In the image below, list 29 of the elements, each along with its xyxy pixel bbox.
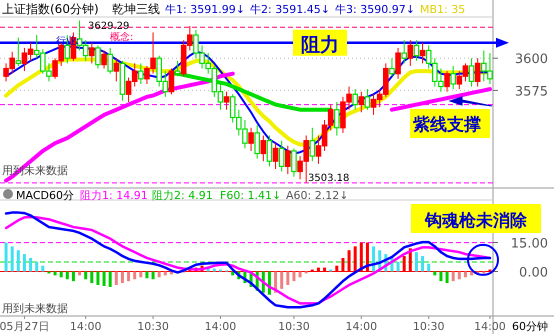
chart-title: MACD60分 — [16, 189, 74, 202]
x-tick-label: 14:00 — [345, 320, 378, 333]
annotation: 3503.18 — [308, 173, 350, 184]
annotation: 钩魂枪未消除 — [424, 211, 528, 231]
ref-line-label: 阻力 — [301, 34, 339, 56]
x-tick-label: 10:30 — [278, 320, 310, 333]
y-tick-label: 3575 — [514, 84, 548, 100]
text: MB1: 35 — [420, 3, 466, 16]
text: 牛2: 3591.45↓ — [250, 3, 330, 16]
x-tick-label: 14:00 — [204, 320, 236, 333]
annotation: 概念: — [110, 31, 134, 43]
x-tick-label: 10:30 — [412, 320, 445, 333]
text: 60分钟 — [512, 320, 548, 333]
x-tick-label: 14:00 — [70, 320, 102, 333]
text: 牛3: 3590.97↓ — [335, 3, 415, 16]
annotation: 阻力1: 14.91 — [80, 189, 148, 202]
x-tick-label: 10:30 — [137, 320, 169, 333]
y-tick-label: 3600 — [514, 52, 548, 68]
y-tick-label: 0.00 — [519, 265, 548, 280]
x-tick-label: 05月27日 — [0, 320, 50, 333]
annotation: 阻力2: 4.91 — [152, 189, 213, 202]
text: 牛1: 3591.99↓ — [165, 3, 245, 16]
annotation: 紫线支撑 — [412, 115, 481, 135]
text: 乾坤三线 — [112, 2, 160, 16]
annotation: F60: 1.41↓ — [220, 189, 282, 202]
annotation: A60: 2.12↓ — [286, 189, 348, 202]
chart-title: 上证指数(60分钟) — [2, 2, 99, 16]
y-tick-label: 15.00 — [510, 236, 548, 252]
annotation: 用到未来数据 — [2, 302, 68, 315]
